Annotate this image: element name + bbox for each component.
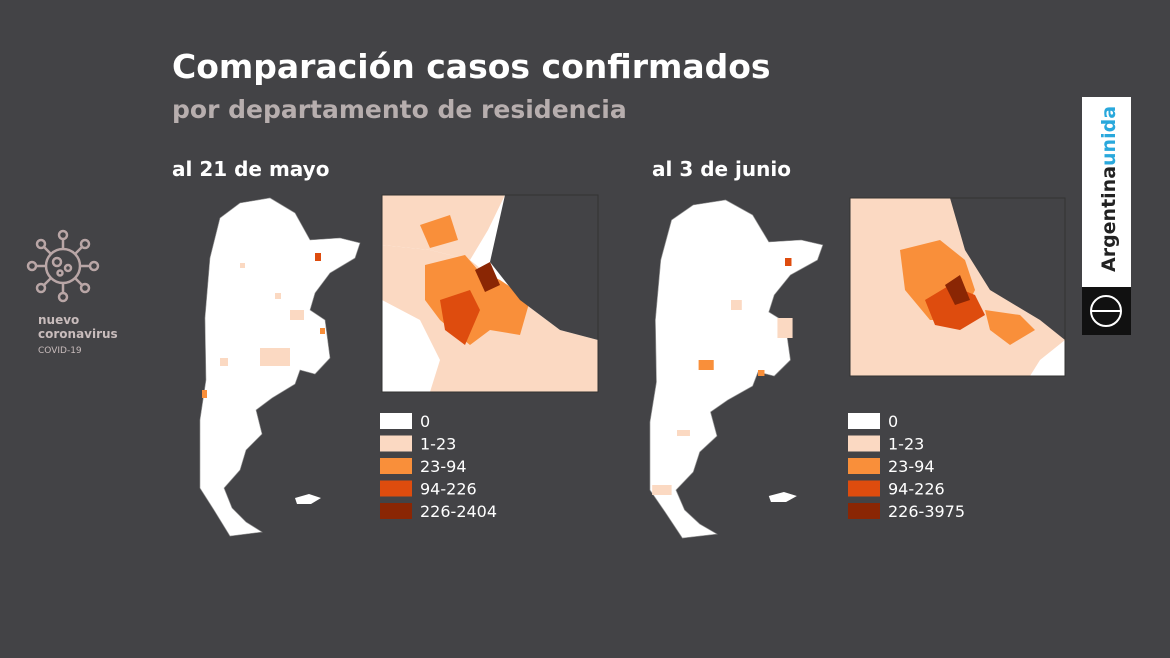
- brand-box: [1082, 97, 1131, 287]
- legend-label: 226-2404: [420, 502, 497, 521]
- logo-text: coronavirus: [38, 327, 118, 341]
- legend-label: 226-3975: [888, 502, 965, 521]
- legend-label: 1-23: [420, 435, 456, 454]
- logo: [26, 229, 100, 303]
- subtitle: por departamento de residencia: [172, 95, 627, 124]
- legend-swatch: [380, 458, 412, 474]
- legend-label: 94-226: [888, 480, 945, 499]
- map-argentina: [199, 197, 361, 537]
- legend-swatch: [380, 413, 412, 429]
- map-inset: [849, 197, 1066, 377]
- legend-swatch: [848, 503, 880, 519]
- logo-text: nuevo: [38, 313, 79, 327]
- legend-swatch: [848, 435, 880, 452]
- legend-swatch: [848, 458, 880, 474]
- brand-text: unida: [1098, 106, 1120, 166]
- logo-text: COVID-19: [38, 346, 82, 356]
- legend-label: 0: [420, 412, 430, 431]
- legend-swatch: [848, 413, 880, 429]
- legend-label: 0: [888, 412, 898, 431]
- panel-label: al 3 de junio: [652, 157, 791, 181]
- map-inset: [381, 194, 599, 393]
- legend-label: 1-23: [888, 435, 924, 454]
- legend-swatch: [380, 503, 412, 519]
- legend: 0 1-23 23-94 94-226 226-3975: [848, 412, 965, 521]
- title: Comparación casos confirmados: [172, 47, 771, 86]
- map-argentina: [649, 199, 824, 539]
- legend-label: 23-94: [888, 457, 935, 476]
- brand-text: Argentinaunida: [1098, 106, 1120, 272]
- emblem: [1090, 295, 1122, 327]
- legend: 0 1-23 23-94 94-226 226-2404: [380, 412, 497, 521]
- legend-swatch: [848, 480, 880, 497]
- brand-text: Argentina: [1098, 166, 1120, 272]
- legend-swatch: [380, 480, 412, 497]
- legend-label: 23-94: [420, 457, 467, 476]
- panel-label: al 21 de mayo: [172, 157, 329, 181]
- legend-swatch: [380, 435, 412, 452]
- legend-label: 94-226: [420, 480, 477, 499]
